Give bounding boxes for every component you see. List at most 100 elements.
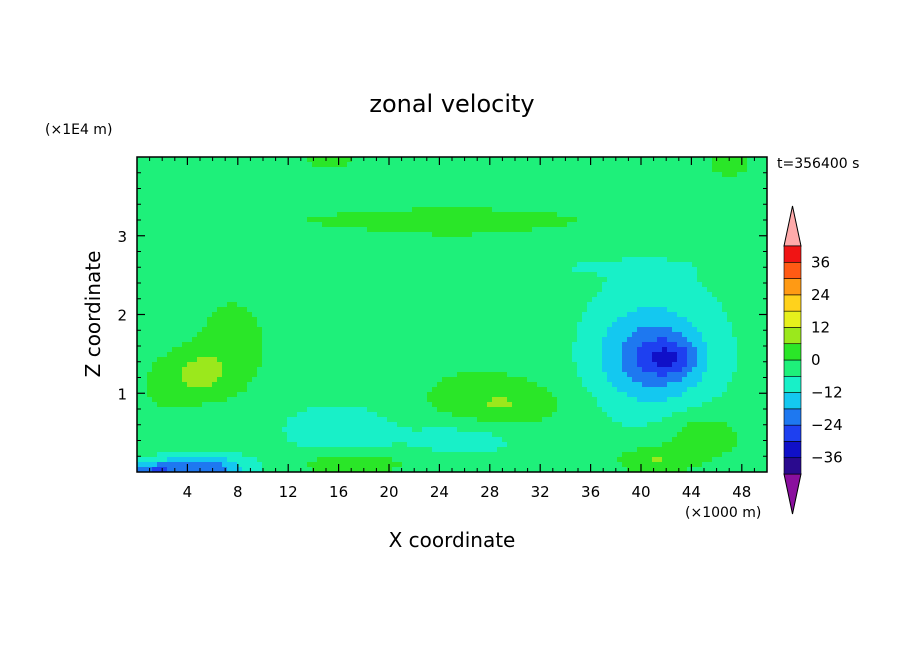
contour-cell [182,247,188,253]
contour-cell [652,237,658,243]
contour-cell [152,322,158,328]
contour-cell [467,347,473,353]
contour-cell [327,257,333,263]
contour-cell [192,222,198,228]
contour-cell [627,232,633,238]
contour-cell [722,337,728,343]
contour-cell [402,197,408,203]
contour-cell [732,287,738,293]
contour-cell [272,322,278,328]
contour-cell [212,202,218,208]
contour-cell [587,297,593,303]
contour-cell [752,187,758,193]
contour-cell [622,217,628,223]
contour-cell [207,337,213,343]
contour-cell [332,212,338,218]
contour-cell [597,282,603,288]
contour-cell [422,197,428,203]
contour-cell [702,212,708,218]
contour-cell [217,277,223,283]
contour-cell [342,347,348,353]
contour-cell [422,227,428,233]
contour-cell [592,247,598,253]
contour-cell [342,207,348,213]
contour-cell [752,162,758,168]
contour-cell [377,232,383,238]
contour-cell [277,287,283,293]
contour-cell [382,277,388,283]
contour-cell [252,267,258,273]
contour-cell [442,317,448,323]
contour-cell [567,202,573,208]
contour-cell [702,247,708,253]
contour-cell [147,317,153,323]
contour-cell [692,337,698,343]
contour-cell [317,227,323,233]
contour-cell [332,287,338,293]
contour-cell [372,277,378,283]
contour-cell [727,257,733,263]
contour-cell [517,307,523,313]
contour-cell [357,242,363,248]
contour-cell [462,297,468,303]
contour-cell [632,187,638,193]
contour-cell [227,182,233,188]
contour-cell [382,317,388,323]
contour-cell [422,162,428,168]
contour-cell [187,242,193,248]
contour-cell [397,217,403,223]
contour-cell [522,342,528,348]
contour-cell [327,352,333,358]
contour-cell [322,182,328,188]
contour-cell [737,342,743,348]
contour-cell [632,217,638,223]
contour-cell [547,292,553,298]
contour-cell [412,352,418,358]
contour-cell [277,252,283,258]
contour-cell [397,312,403,318]
contour-cell [212,217,218,223]
contour-cell [307,202,313,208]
contour-cell [542,307,548,313]
contour-cell [447,332,453,338]
contour-cell [262,157,268,163]
contour-cell [152,167,158,173]
contour-cell [242,327,248,333]
contour-cell [202,292,208,298]
contour-cell [722,212,728,218]
contour-cell [287,337,293,343]
contour-cell [577,237,583,243]
contour-cell [682,257,688,263]
contour-cell [327,192,333,198]
contour-cell [142,317,148,323]
contour-cell [337,202,343,208]
contour-cell [422,217,428,223]
contour-cell [697,277,703,283]
contour-cell [482,187,488,193]
contour-cell [397,242,403,248]
contour-cell [467,307,473,313]
contour-cell [437,282,443,288]
contour-cell [577,177,583,183]
contour-cell [392,182,398,188]
contour-cell [417,212,423,218]
contour-cell [357,172,363,178]
contour-cell [202,232,208,238]
contour-cell [242,162,248,168]
contour-cell [227,332,233,338]
contour-cell [387,332,393,338]
contour-cell [352,352,358,358]
contour-cell [362,157,368,163]
contour-cell [762,157,767,163]
contour-cell [422,317,428,323]
contour-cell [247,262,253,268]
contour-cell [237,327,243,333]
contour-cell [632,182,638,188]
contour-cell [737,262,743,268]
contour-cell [527,177,533,183]
contour-cell [297,237,303,243]
contour-cell [267,237,273,243]
contour-cell [557,197,563,203]
contour-cell [202,312,208,318]
contour-cell [382,312,388,318]
